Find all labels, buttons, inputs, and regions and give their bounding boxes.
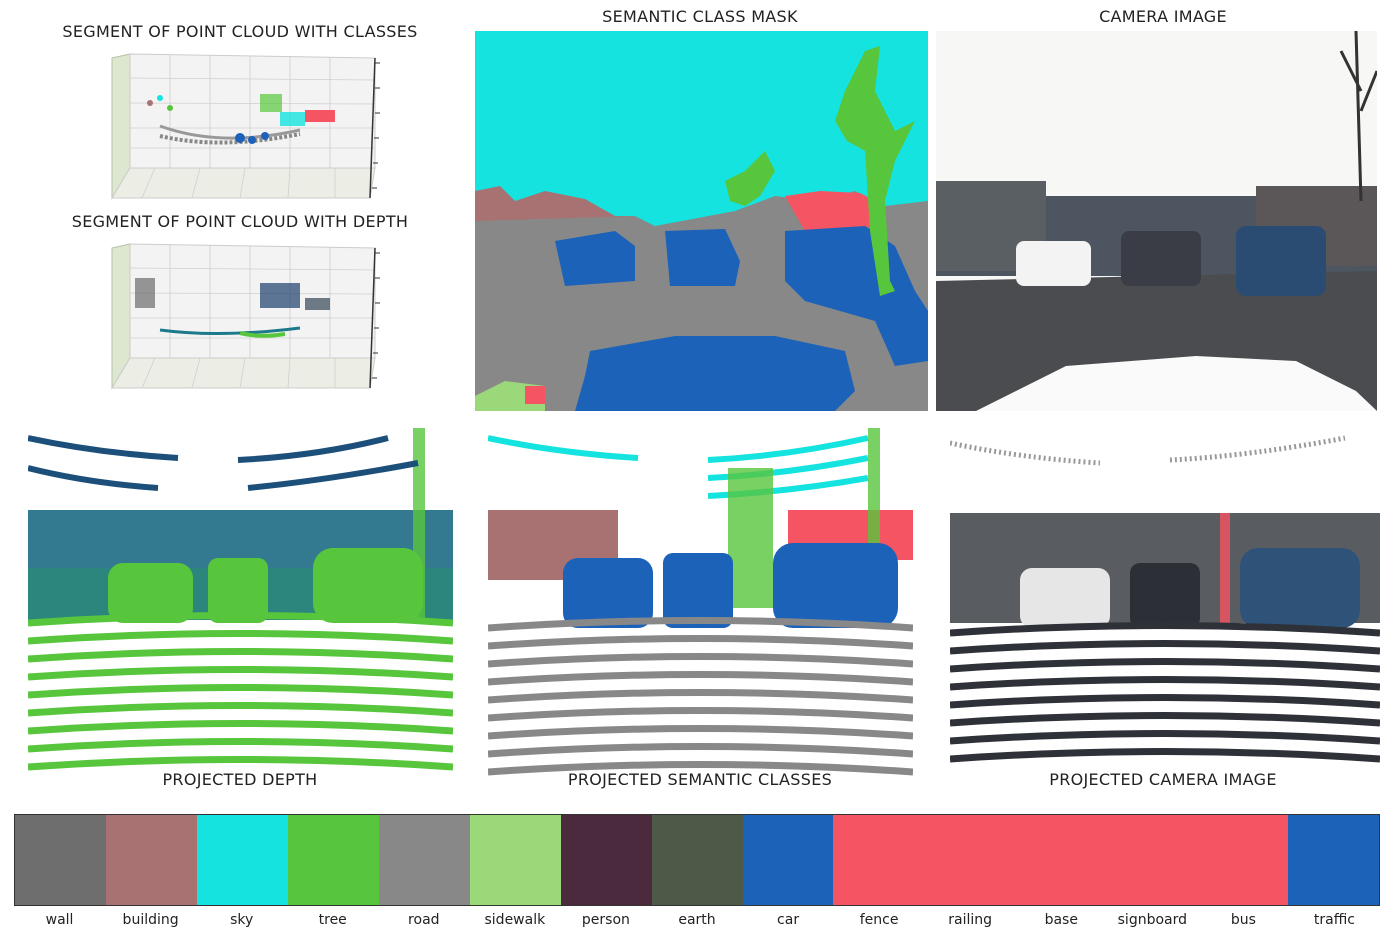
legend-label-sky: sky bbox=[230, 912, 254, 928]
class-legend-labels: wall building sky tree road sidewalk person ear… bbox=[14, 912, 1380, 934]
title-proj-depth: PROJECTED DEPTH bbox=[162, 770, 318, 789]
legend-swatch-fence bbox=[833, 815, 1289, 905]
legend-label-railing: railing bbox=[948, 912, 993, 928]
legend-label-tree: tree bbox=[318, 912, 347, 928]
legend-swatch-traffic bbox=[1288, 815, 1380, 905]
legend-label-sidewalk: sidewalk bbox=[484, 912, 546, 928]
legend-swatch-person bbox=[560, 815, 652, 905]
title-proj-cam: PROJECTED CAMERA IMAGE bbox=[1049, 770, 1277, 789]
legend-label-traffic: traffic bbox=[1313, 912, 1355, 928]
title-mask: SEMANTIC CLASS MASK bbox=[602, 7, 798, 26]
legend-swatch-road bbox=[378, 815, 470, 905]
semantic-mask-image bbox=[475, 31, 928, 411]
legend-label-building: building bbox=[122, 912, 179, 928]
legend-swatch-wall bbox=[15, 815, 106, 905]
title-camera: CAMERA IMAGE bbox=[1099, 7, 1227, 26]
pointcloud-depth-plot bbox=[100, 238, 390, 393]
legend-swatch-sky bbox=[196, 815, 288, 905]
legend-swatch-sidewalk bbox=[469, 815, 561, 905]
class-color-legend bbox=[14, 814, 1380, 906]
pointcloud-classes-plot bbox=[100, 48, 390, 203]
legend-swatch-building bbox=[105, 815, 197, 905]
legend-swatch-car bbox=[742, 815, 834, 905]
projected-camera-plot bbox=[950, 428, 1380, 778]
legend-label-earth: earth bbox=[678, 912, 716, 928]
projected-depth-plot bbox=[28, 428, 453, 778]
title-pc-depth: SEGMENT OF POINT CLOUD WITH DEPTH bbox=[71, 212, 409, 231]
title-pc-classes: SEGMENT OF POINT CLOUD WITH CLASSES bbox=[62, 22, 418, 41]
projected-semantic-plot bbox=[488, 428, 913, 778]
legend-label-signboard: signboard bbox=[1117, 912, 1188, 928]
legend-label-person: person bbox=[581, 912, 630, 928]
camera-image bbox=[936, 31, 1377, 411]
legend-label-fence: fence bbox=[859, 912, 899, 928]
legend-swatch-earth bbox=[651, 815, 743, 905]
legend-label-wall: wall bbox=[45, 912, 74, 928]
title-proj-sem: PROJECTED SEMANTIC CLASSES bbox=[567, 770, 833, 789]
legend-label-bus: bus bbox=[1230, 912, 1256, 928]
legend-label-car: car bbox=[777, 912, 800, 928]
legend-label-base: base bbox=[1044, 912, 1078, 928]
legend-label-road: road bbox=[408, 912, 440, 928]
legend-swatch-tree bbox=[287, 815, 379, 905]
